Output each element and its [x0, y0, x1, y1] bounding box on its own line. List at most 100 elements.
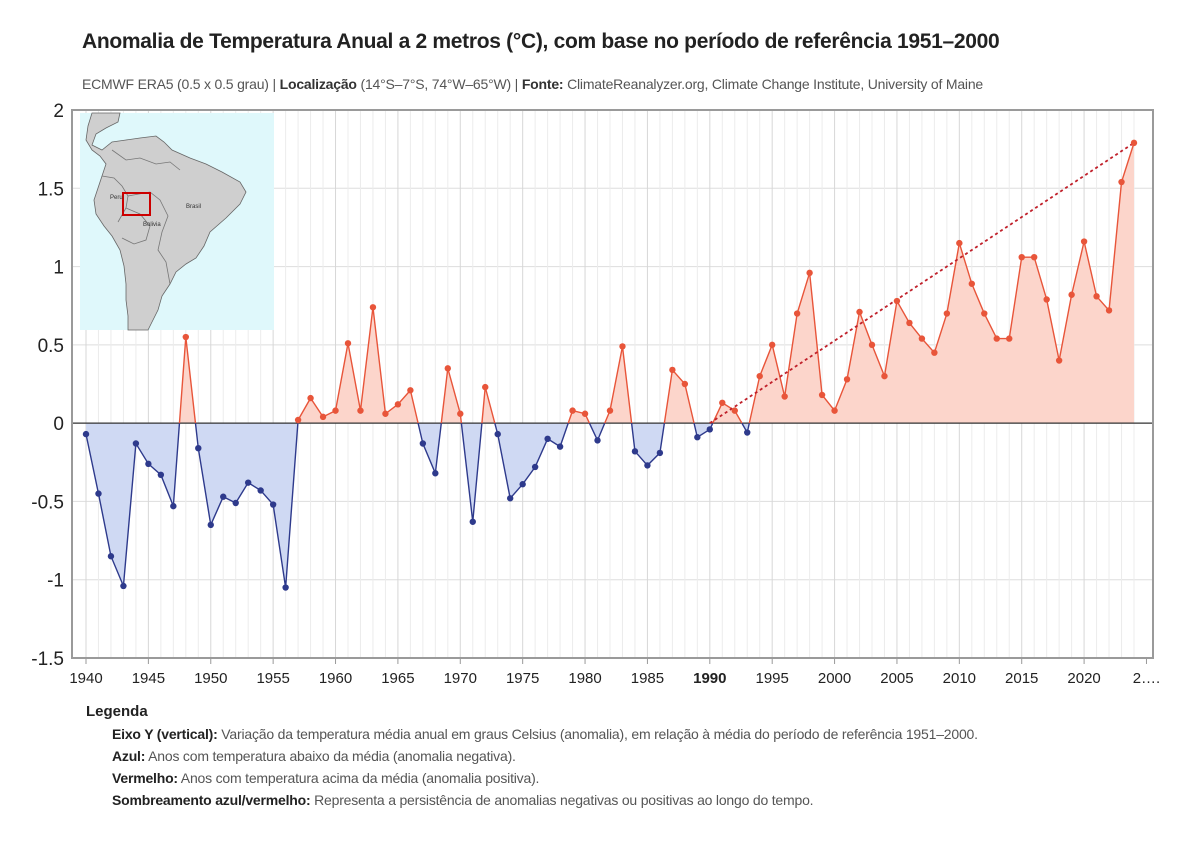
anomaly-chart: 2 1.5 1 0.5 0 -0.5 -1 -1.5 1940 1945 1950 1955 1960…	[31, 101, 1160, 687]
data-point	[694, 434, 701, 441]
legend-label: Eixo Y (vertical):	[112, 726, 218, 742]
data-point	[1080, 238, 1088, 245]
data-point	[95, 490, 102, 497]
data-point	[1018, 253, 1025, 261]
legend-text: Variação da temperatura média anual em g…	[217, 726, 978, 742]
data-point	[357, 407, 364, 414]
negative-series-line	[194, 423, 299, 588]
data-point	[594, 437, 601, 444]
data-point	[656, 449, 664, 457]
legend-text: Anos com temperatura acima da média (ano…	[177, 770, 540, 786]
positive-series-line	[712, 401, 743, 424]
data-point	[132, 440, 140, 447]
data-point	[107, 553, 115, 560]
x-tick-label: 1995	[756, 670, 789, 687]
data-point	[120, 582, 127, 590]
data-point	[556, 443, 564, 450]
subtitle-source-label: Fonte:	[521, 76, 564, 92]
negative-fill-area	[418, 423, 442, 474]
data-point	[606, 407, 614, 414]
bolivia-border	[121, 207, 151, 245]
x-axis-ticks: 1940 1945 1950 1955 1960 1965 1970 1975 1980 1985…	[69, 658, 1160, 687]
data-point	[494, 430, 501, 438]
legend-label: Sombreamento azul/vermelho:	[112, 792, 311, 808]
map-label-brasil: Brasil	[186, 204, 201, 210]
data-point	[382, 410, 389, 417]
data-point	[793, 310, 801, 317]
data-point	[82, 430, 90, 438]
x-tick-label: 1950	[194, 670, 227, 687]
legend: Legenda Eixo Y (vertical): Variação da t…	[86, 703, 978, 808]
data-point	[806, 269, 813, 277]
y-tick-label: -0.5	[31, 492, 64, 513]
data-point	[781, 393, 788, 400]
x-tick-label: 1940	[69, 670, 102, 687]
data-point	[1118, 178, 1125, 186]
data-point	[768, 341, 776, 349]
data-point	[244, 479, 252, 486]
data-point	[307, 394, 314, 402]
data-point	[719, 399, 726, 406]
negative-fill-area	[494, 423, 569, 499]
data-point	[681, 380, 689, 388]
data-point	[1068, 291, 1075, 298]
data-point	[482, 383, 489, 391]
data-point	[731, 407, 738, 414]
data-point	[981, 310, 988, 317]
data-point	[444, 365, 452, 372]
x-tick-label: 2015	[1005, 670, 1038, 687]
data-point	[207, 521, 214, 529]
data-point	[232, 499, 239, 507]
map-label-bolivia: Bolivia	[143, 222, 161, 228]
legend-row-shading: Sombreamento azul/vermelho: Representa a…	[112, 792, 978, 808]
subtitle-separator: |	[272, 76, 276, 92]
x-tick-label: 2005	[880, 670, 913, 687]
x-tick-label: 1945	[132, 670, 165, 687]
trend-line	[709, 142, 1135, 424]
plot-border	[71, 109, 1154, 659]
data-point	[394, 401, 402, 408]
data-point	[893, 297, 901, 305]
y-axis-ticks: 2 1.5 1 0.5 0 -0.5 -1 -1.5	[31, 101, 64, 670]
anomaly-points	[82, 139, 1138, 591]
data-point	[918, 335, 926, 342]
subtitle-location-label: Localização	[279, 76, 357, 92]
positive-fill-area	[481, 387, 495, 424]
x-tick-label: 1975	[506, 670, 539, 687]
data-point	[818, 391, 826, 399]
data-point	[956, 239, 963, 247]
legend-label: Vermelho:	[112, 770, 178, 786]
data-point	[257, 487, 264, 494]
data-point	[931, 349, 938, 356]
legend-text: Representa a persistência de anomalias n…	[310, 792, 814, 808]
positive-fill-area	[664, 369, 695, 424]
x-tick-label: 2020	[1067, 670, 1100, 687]
data-point	[1130, 139, 1138, 147]
data-point	[868, 341, 876, 349]
data-point	[506, 495, 514, 502]
x-tick-label: 1955	[256, 670, 289, 687]
brazil-border	[127, 191, 171, 285]
data-point	[968, 280, 976, 287]
positive-series-line	[440, 368, 463, 424]
data-point	[1055, 357, 1063, 364]
data-point	[856, 308, 863, 316]
positive-series-line	[567, 409, 591, 424]
legend-text: Anos com temperatura abaixo da média (an…	[145, 748, 516, 764]
data-point	[544, 435, 551, 442]
y-tick-label: 1	[53, 258, 64, 279]
data-point	[369, 304, 377, 311]
y-tick-label: -1.5	[31, 649, 64, 670]
data-point	[344, 340, 352, 347]
data-point	[906, 319, 913, 327]
legend-title: Legenda	[86, 703, 148, 720]
negative-fill-area	[589, 423, 605, 441]
data-point	[195, 444, 202, 452]
legend-row-blue: Azul: Anos com temperatura abaixo da méd…	[112, 748, 978, 764]
legend-row-red: Vermelho: Anos com temperatura acima da …	[112, 770, 978, 786]
subtitle-location-value: (14°S–7°S, 74°W–65°W)	[360, 76, 511, 92]
peru-border	[101, 175, 129, 223]
data-point	[843, 376, 851, 383]
x-tick-label: 2000	[818, 670, 851, 687]
negative-series-line	[417, 422, 442, 476]
